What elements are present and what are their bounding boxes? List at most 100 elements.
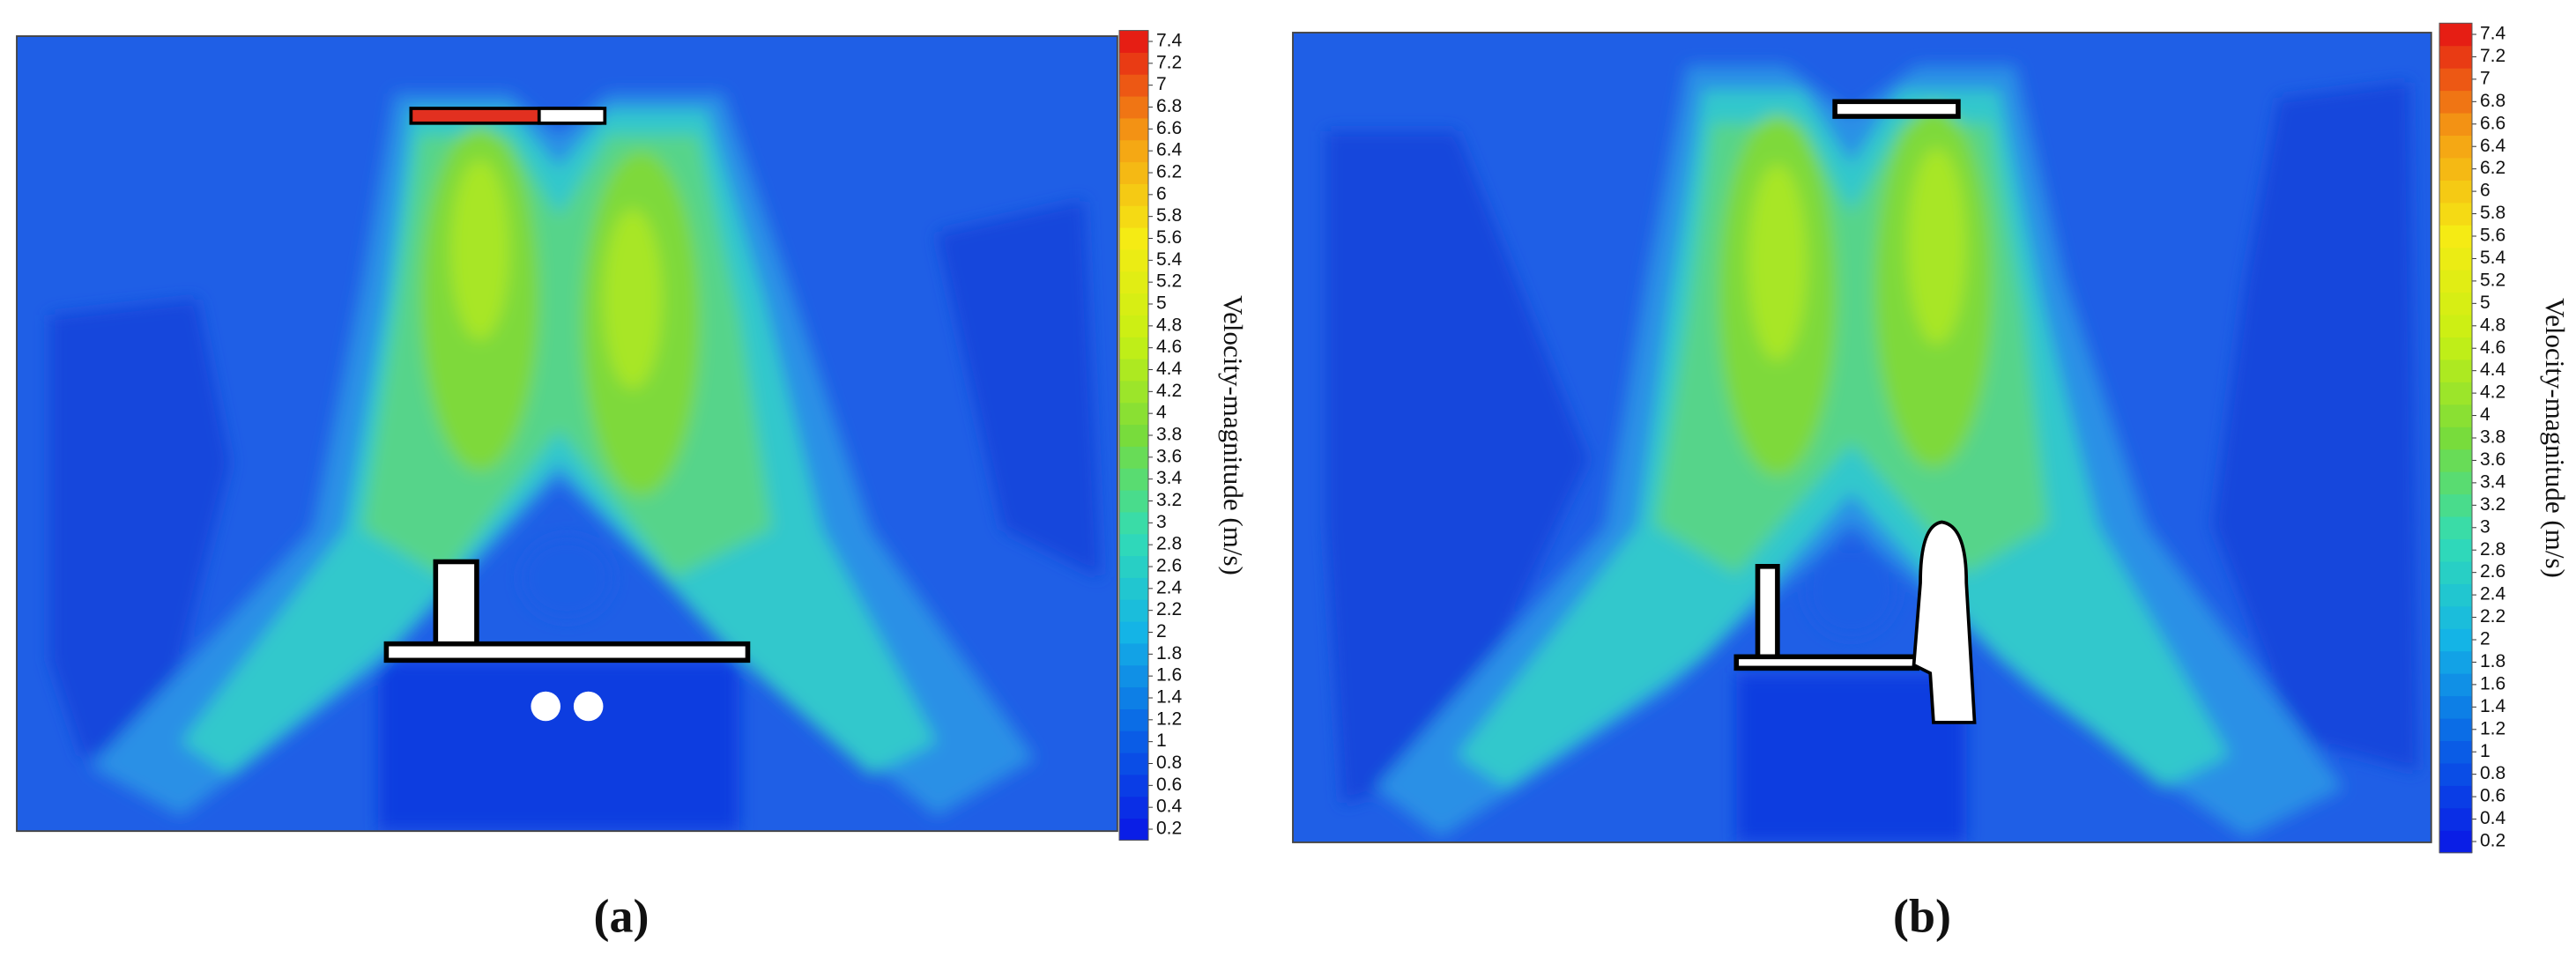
- y-tick-label: 1.4: [2480, 696, 2506, 716]
- y-tick-label: 6.4: [2480, 136, 2506, 156]
- colorbar-band: [2439, 382, 2472, 405]
- colorbar-band: [1119, 161, 1148, 184]
- y-tick-label: 4: [2480, 404, 2491, 425]
- y-tick-label: 2.2: [1156, 599, 1182, 619]
- colorbar-band: [2439, 628, 2472, 652]
- y-tick-label: 6.8: [1156, 96, 1182, 116]
- y-tick-label: 5.4: [1156, 249, 1183, 270]
- y-tick-label: 2.8: [2480, 539, 2505, 560]
- y-tick-label: 4.4: [2480, 360, 2506, 380]
- y-tick-label: 7: [2480, 68, 2491, 88]
- y-tick-label: 1.8: [1156, 643, 1182, 664]
- y-tick-label: 6: [2480, 181, 2491, 201]
- colorbar-band: [1119, 248, 1148, 272]
- colorbar-band: [1119, 621, 1148, 644]
- colorbar-band: [2439, 45, 2472, 69]
- y-tick-label: 5: [2480, 293, 2491, 313]
- y-tick-label: 5.2: [1156, 271, 1182, 292]
- y-tick-label: 0.4: [1156, 797, 1183, 817]
- colorbar-band: [1119, 205, 1148, 228]
- y-tick-label: 2.4: [1156, 577, 1183, 597]
- colorbar-band: [1119, 30, 1148, 53]
- y-tick-label: 4.4: [1156, 359, 1183, 379]
- y-tick-label: 3: [1156, 512, 1167, 532]
- colorbar-band: [2439, 718, 2472, 741]
- colorbar-band: [1119, 315, 1148, 337]
- y-tick-label: 4.2: [1156, 381, 1182, 401]
- colorbar-title: Velocity-magnitude (m/s): [2540, 298, 2571, 578]
- colorbar-band: [2439, 292, 2472, 315]
- colorbar-band: [1119, 753, 1148, 775]
- contour-field-b: [1292, 32, 2432, 843]
- y-tick-label: 1.4: [1156, 687, 1183, 708]
- colorbar-band: [1119, 664, 1148, 688]
- colorbar-band: [1119, 337, 1148, 360]
- colorbar-band: [1119, 490, 1148, 513]
- colorbar-band: [1119, 468, 1148, 491]
- colorbar-band: [2439, 516, 2472, 539]
- contour-field-a: [16, 35, 1118, 833]
- colorbar-band: [1119, 446, 1148, 469]
- y-tick-label: 1: [2480, 741, 2491, 761]
- y-tick-label: 4: [1156, 403, 1167, 423]
- y-tick-label: 3.4: [1156, 468, 1183, 488]
- y-tick-label: 3.4: [2480, 471, 2506, 492]
- colorbar-band: [1119, 183, 1148, 206]
- y-tick-label: 6.2: [2480, 158, 2505, 178]
- y-tick-label: 0.6: [2480, 786, 2505, 806]
- y-tick-label: 5.4: [2480, 248, 2506, 268]
- y-tick-label: 0.2: [2480, 831, 2505, 851]
- colorbar-band: [1119, 424, 1148, 447]
- y-tick-label: 2.2: [2480, 606, 2505, 627]
- colorbar-band: [1119, 227, 1148, 250]
- colorbar-band: [2439, 560, 2472, 584]
- colorbar-band: [2439, 762, 2472, 786]
- colorbar-band: [2439, 113, 2472, 136]
- colorbar-band: [1119, 511, 1148, 535]
- y-tick-label: 0.6: [1156, 775, 1182, 795]
- y-tick-label: 0.4: [2480, 808, 2506, 828]
- colorbar-band: [2439, 202, 2472, 226]
- colorbar-band: [1119, 577, 1148, 600]
- y-tick-label: 6.4: [1156, 140, 1183, 160]
- y-tick-label: 5.8: [2480, 203, 2505, 223]
- colorbar-band: [1119, 686, 1148, 709]
- y-tick-label: 5.8: [1156, 205, 1182, 226]
- colorbar-band: [1119, 818, 1148, 841]
- colorbar-band: [1119, 642, 1148, 666]
- y-tick-label: 7.4: [2480, 24, 2506, 44]
- colorbar-band: [1119, 599, 1148, 622]
- colorbar-band: [2439, 605, 2472, 629]
- colorbar-band: [2439, 807, 2472, 831]
- colorbar-title: Velocity-magnitude (m/s): [1218, 295, 1249, 575]
- y-tick-label: 0.8: [1156, 753, 1182, 773]
- y-tick-label: 2: [2480, 629, 2491, 649]
- colorbar-band: [2439, 538, 2472, 562]
- colorbar-band: [2439, 135, 2472, 159]
- y-tick-label: 6.8: [2480, 91, 2505, 111]
- y-tick-label: 7.4: [1156, 31, 1183, 51]
- y-tick-label: 1.2: [2480, 718, 2505, 738]
- colorbar-band: [2439, 315, 2472, 337]
- y-tick-label: 4.8: [2480, 315, 2505, 335]
- y-tick-label: 5.2: [2480, 270, 2505, 290]
- colorbar-band: [1119, 96, 1148, 119]
- y-tick-label: 3.8: [2480, 427, 2505, 448]
- colorbar-band: [2439, 225, 2472, 248]
- colorbar-band: [2439, 426, 2472, 450]
- colorbar-band: [2439, 68, 2472, 92]
- colorbar-band: [1119, 139, 1148, 163]
- colorbar-band: [2439, 23, 2472, 47]
- y-tick-label: 0.8: [2480, 763, 2505, 783]
- panel-label: (b): [1893, 889, 1951, 942]
- y-tick-label: 2.8: [1156, 534, 1182, 554]
- y-tick-label: 4.6: [1156, 337, 1182, 357]
- y-tick-label: 1.2: [1156, 708, 1182, 729]
- y-tick-label: 6.6: [2480, 113, 2505, 133]
- y-tick-label: 6.2: [1156, 162, 1182, 182]
- colorbar-band: [1119, 293, 1148, 315]
- y-tick-label: 0.2: [1156, 819, 1182, 839]
- colorbars: 0.20.40.60.811.21.41.61.822.22.42.62.833…: [594, 22, 2571, 942]
- colorbar-band: [1119, 708, 1148, 731]
